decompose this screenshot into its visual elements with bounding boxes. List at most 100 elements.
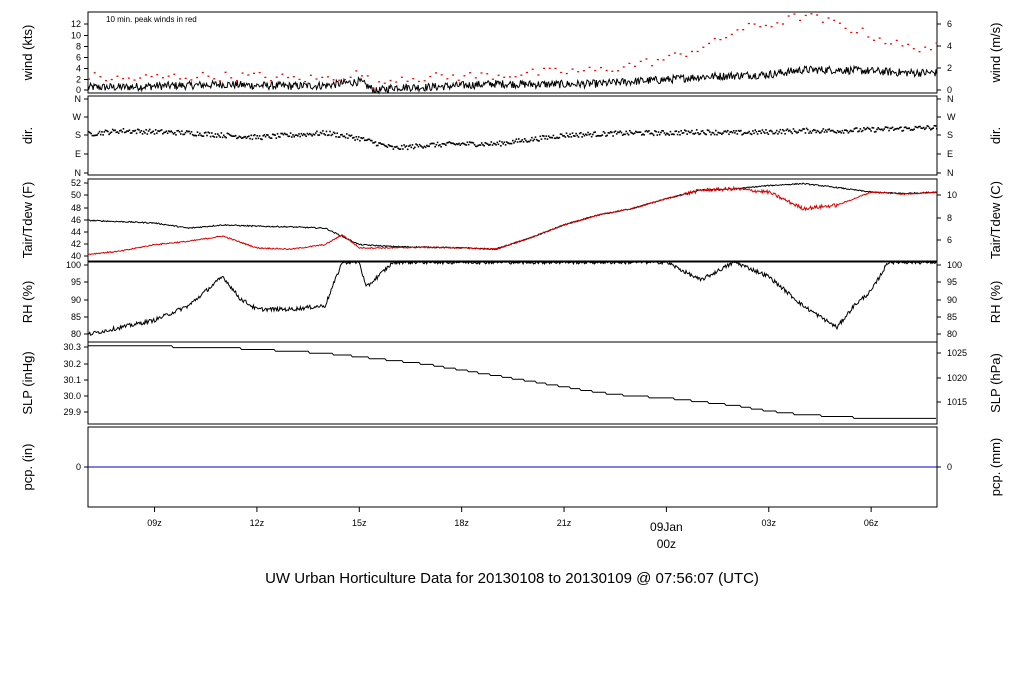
dir-point (535, 138, 538, 141)
rh-right-axis-label: RH (%) (988, 281, 1003, 324)
dir-right-tick-label: N (947, 94, 954, 104)
dir-point (354, 139, 356, 141)
dir-point (353, 136, 355, 139)
peak-wind-mark (326, 76, 329, 78)
dir-point (654, 130, 656, 132)
dir-point (855, 127, 858, 129)
dir-point (150, 132, 152, 134)
dir-point (484, 142, 487, 144)
dir-point (927, 125, 930, 128)
dir-point (822, 128, 825, 130)
wind-frame (87, 11, 938, 94)
peak-wind-mark (611, 70, 614, 72)
dir-point (615, 133, 618, 135)
dir-point (212, 135, 214, 138)
dir-point (885, 126, 888, 129)
peak-wind-mark (690, 50, 693, 53)
peak-wind-mark (861, 27, 864, 29)
dir-point (347, 137, 349, 139)
dir-point (213, 136, 216, 138)
dir-point (104, 129, 107, 132)
wind-left-tick-label: 8 (76, 42, 81, 52)
dir-point (369, 139, 372, 142)
dir-point (617, 131, 619, 134)
peak-wind-mark (161, 77, 164, 79)
dir-point (220, 132, 223, 134)
rh-frame (87, 261, 938, 343)
dir-point (602, 130, 605, 133)
dir-point (110, 131, 113, 133)
peak-wind-mark (321, 76, 324, 79)
dir-point (864, 128, 866, 131)
wind-left-tick-label: 12 (71, 19, 81, 29)
dir-point (663, 132, 666, 134)
dir-point (930, 128, 932, 131)
dir-point (762, 131, 765, 133)
dir-point (758, 130, 760, 133)
peak-wind-mark (708, 42, 711, 45)
dir-point (434, 145, 436, 148)
dir-point (877, 127, 880, 129)
dir-point (275, 137, 278, 140)
dir-point (399, 148, 402, 150)
dir-point (584, 133, 587, 136)
dir-point (209, 135, 212, 138)
dir-point (876, 128, 878, 131)
dir-point (234, 134, 237, 137)
dir-point (214, 133, 217, 135)
dir-point (556, 136, 558, 139)
slp-left-axis-label: SLP (inHg) (20, 351, 35, 414)
dir-point (435, 143, 438, 146)
dir-point (836, 129, 839, 132)
dir-point (686, 133, 688, 135)
dir-point (461, 142, 464, 144)
dir-point (156, 132, 158, 134)
dir-point (101, 131, 103, 133)
dir-point (854, 127, 857, 129)
peak-wind-mark (821, 21, 824, 23)
dir-point (379, 142, 382, 144)
dir-point (140, 130, 143, 132)
dir-point (824, 129, 827, 131)
peak-wind-mark (537, 74, 540, 76)
dir-frame (87, 95, 938, 176)
dir-point (830, 129, 833, 132)
peak-wind-mark (639, 60, 642, 63)
dir-point (236, 137, 238, 140)
dir-point (147, 130, 150, 132)
peak-wind-mark (531, 68, 534, 70)
dir-point (107, 130, 109, 133)
peak-wind-mark (252, 72, 255, 74)
dir-point (445, 144, 447, 147)
peak-wind-mark (833, 19, 836, 22)
dir-point (704, 133, 706, 135)
wind-right-axis-label: wind (m/s) (988, 23, 1003, 84)
dir-point (761, 129, 764, 131)
dir-point (252, 134, 255, 137)
dir-point (423, 145, 426, 148)
peak-wind-mark (810, 13, 813, 15)
dir-point (581, 136, 583, 138)
dir-point (504, 144, 507, 146)
dir-point (111, 128, 114, 131)
dir-point (523, 138, 526, 140)
peak-wind-mark (594, 69, 597, 72)
dir-point (799, 129, 802, 132)
dir-point (685, 130, 687, 132)
peak-wind-mark (412, 77, 415, 80)
dir-point (892, 129, 895, 131)
dir-point (773, 132, 776, 135)
dir-point (920, 127, 923, 130)
dir-point (301, 134, 304, 137)
dir-point (141, 133, 144, 135)
dir-point (554, 137, 557, 140)
dir-point (311, 134, 313, 137)
dir-point (728, 133, 730, 136)
dir-point (570, 136, 573, 138)
peak-wind-mark (855, 32, 858, 34)
dir-point (574, 135, 576, 137)
peak-wind-mark (355, 70, 358, 72)
dir-point (576, 134, 579, 137)
dir-point (261, 138, 263, 141)
dir-point (467, 143, 470, 146)
